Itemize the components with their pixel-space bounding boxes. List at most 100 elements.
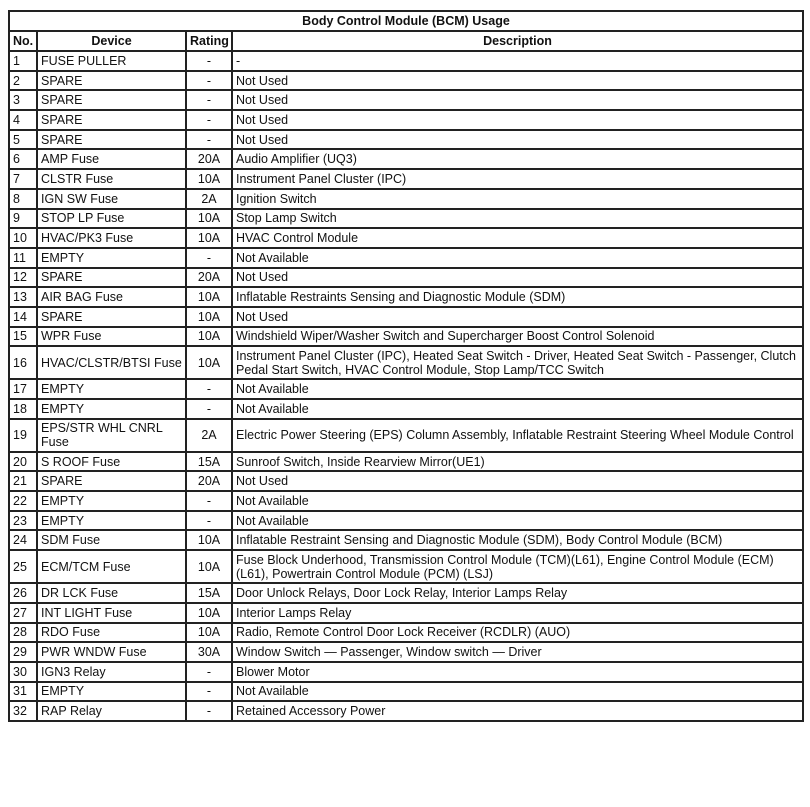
- cell-rating: -: [185, 50, 233, 72]
- cell-device: SPARE: [36, 89, 187, 112]
- header-device: Device: [36, 30, 187, 52]
- cell-rating: -: [185, 89, 233, 112]
- cell-device: SPARE: [36, 470, 187, 493]
- cell-rating: 10A: [185, 227, 233, 249]
- cell-no: 15: [8, 325, 38, 348]
- bcm-usage-table: Body Control Module (BCM) Usage No. Devi…: [8, 10, 804, 722]
- cell-rating: 20A: [185, 266, 233, 289]
- cell-rating: 10A: [185, 549, 233, 585]
- cell-rating: 10A: [185, 207, 233, 230]
- cell-no: 24: [8, 529, 38, 552]
- table-row: 16 HVAC/CLSTR/BTSI Fuse 10A Instrument Pane…: [8, 345, 804, 381]
- header-no: No.: [8, 30, 38, 52]
- cell-description: Not Used: [231, 470, 804, 493]
- cell-device: SPARE: [36, 266, 187, 289]
- cell-rating: 10A: [185, 305, 233, 328]
- cell-device: S ROOF Fuse: [36, 450, 187, 473]
- cell-rating: 15A: [185, 450, 233, 473]
- cell-description: Electric Power Steering (EPS) Column Ass…: [231, 417, 804, 453]
- cell-no: 20: [8, 450, 38, 473]
- cell-no: 25: [8, 549, 38, 585]
- table-row: 24 SDM Fuse 10A Inflatable Restraint Sensin…: [8, 529, 804, 552]
- cell-device: EPS/STR WHL CNRL Fuse: [36, 417, 187, 453]
- table-row: 21 SPARE 20A Not Used: [8, 470, 804, 493]
- cell-description: Not Available: [231, 378, 804, 400]
- cell-description: Sunroof Switch, Inside Rearview Mirror(U…: [231, 450, 804, 473]
- cell-rating: 20A: [185, 148, 233, 171]
- cell-no: 26: [8, 582, 38, 604]
- cell-no: 31: [8, 680, 38, 703]
- cell-description: HVAC Control Module: [231, 227, 804, 249]
- cell-description: Interior Lamps Relay: [231, 601, 804, 624]
- table-row: 26 DR LCK Fuse 15A Door Unlock Relays, Door…: [8, 582, 804, 604]
- cell-no: 3: [8, 89, 38, 112]
- cell-device: HVAC/PK3 Fuse: [36, 227, 187, 249]
- cell-description: Not Available: [231, 246, 804, 269]
- table-row: 13 AIR BAG Fuse 10A Inflatable Restraints S…: [8, 286, 804, 308]
- cell-rating: 10A: [185, 168, 233, 190]
- cell-no: 27: [8, 601, 38, 624]
- cell-device: CLSTR Fuse: [36, 168, 187, 190]
- table-row: 25 ECM/TCM Fuse 10A Fuse Block Underhood, T…: [8, 549, 804, 585]
- cell-description: -: [231, 50, 804, 72]
- cell-rating: -: [185, 490, 233, 512]
- table-row: 31 EMPTY - Not Available: [8, 680, 804, 703]
- cell-rating: -: [185, 660, 233, 683]
- table-row: 1 FUSE PULLER - -: [8, 50, 804, 72]
- cell-device: ECM/TCM Fuse: [36, 549, 187, 585]
- table-row: 22 EMPTY - Not Available: [8, 490, 804, 512]
- cell-no: 13: [8, 286, 38, 308]
- cell-device: EMPTY: [36, 680, 187, 703]
- cell-description: Ignition Switch: [231, 187, 804, 210]
- cell-device: SDM Fuse: [36, 529, 187, 552]
- table-row: 23 EMPTY - Not Available: [8, 509, 804, 532]
- cell-description: Window Switch — Passenger, Window switch…: [231, 641, 804, 663]
- cell-description: Instrument Panel Cluster (IPC), Heated S…: [231, 345, 804, 381]
- cell-description: Not Used: [231, 266, 804, 289]
- cell-description: Not Available: [231, 490, 804, 512]
- cell-description: Blower Motor: [231, 660, 804, 683]
- cell-device: EMPTY: [36, 378, 187, 400]
- cell-no: 9: [8, 207, 38, 230]
- header-description: Description: [231, 30, 804, 52]
- cell-rating: -: [185, 700, 233, 722]
- cell-description: Not Used: [231, 305, 804, 328]
- cell-description: Inflatable Restraints Sensing and Diagno…: [231, 286, 804, 308]
- cell-description: Radio, Remote Control Door Lock Receiver…: [231, 621, 804, 644]
- cell-rating: -: [185, 509, 233, 532]
- cell-description: Door Unlock Relays, Door Lock Relay, Int…: [231, 582, 804, 604]
- table-row: 6 AMP Fuse 20A Audio Amplifier (UQ3): [8, 148, 804, 171]
- cell-no: 12: [8, 266, 38, 289]
- cell-rating: -: [185, 680, 233, 703]
- cell-device: IGN SW Fuse: [36, 187, 187, 210]
- cell-no: 7: [8, 168, 38, 190]
- cell-description: Inflatable Restraint Sensing and Diagnos…: [231, 529, 804, 552]
- cell-description: Retained Accessory Power: [231, 700, 804, 722]
- cell-description: Stop Lamp Switch: [231, 207, 804, 230]
- cell-description: Instrument Panel Cluster (IPC): [231, 168, 804, 190]
- table-row: 27 INT LIGHT Fuse 10A Interior Lamps Relay: [8, 601, 804, 624]
- cell-device: SPARE: [36, 69, 187, 92]
- cell-no: 10: [8, 227, 38, 249]
- cell-device: HVAC/CLSTR/BTSI Fuse: [36, 345, 187, 381]
- cell-rating: 10A: [185, 345, 233, 381]
- cell-device: STOP LP Fuse: [36, 207, 187, 230]
- cell-no: 16: [8, 345, 38, 381]
- cell-device: DR LCK Fuse: [36, 582, 187, 604]
- table-row: 8 IGN SW Fuse 2A Ignition Switch: [8, 187, 804, 210]
- cell-description: Not Used: [231, 69, 804, 92]
- cell-no: 5: [8, 128, 38, 151]
- cell-rating: -: [185, 109, 233, 131]
- cell-no: 18: [8, 398, 38, 420]
- cell-no: 17: [8, 378, 38, 400]
- cell-rating: 10A: [185, 601, 233, 624]
- cell-rating: 30A: [185, 641, 233, 663]
- cell-device: IGN3 Relay: [36, 660, 187, 683]
- cell-rating: -: [185, 128, 233, 151]
- cell-device: FUSE PULLER: [36, 50, 187, 72]
- cell-device: EMPTY: [36, 509, 187, 532]
- header-rating: Rating: [185, 30, 233, 52]
- cell-rating: 2A: [185, 417, 233, 453]
- cell-device: SPARE: [36, 109, 187, 131]
- cell-device: AIR BAG Fuse: [36, 286, 187, 308]
